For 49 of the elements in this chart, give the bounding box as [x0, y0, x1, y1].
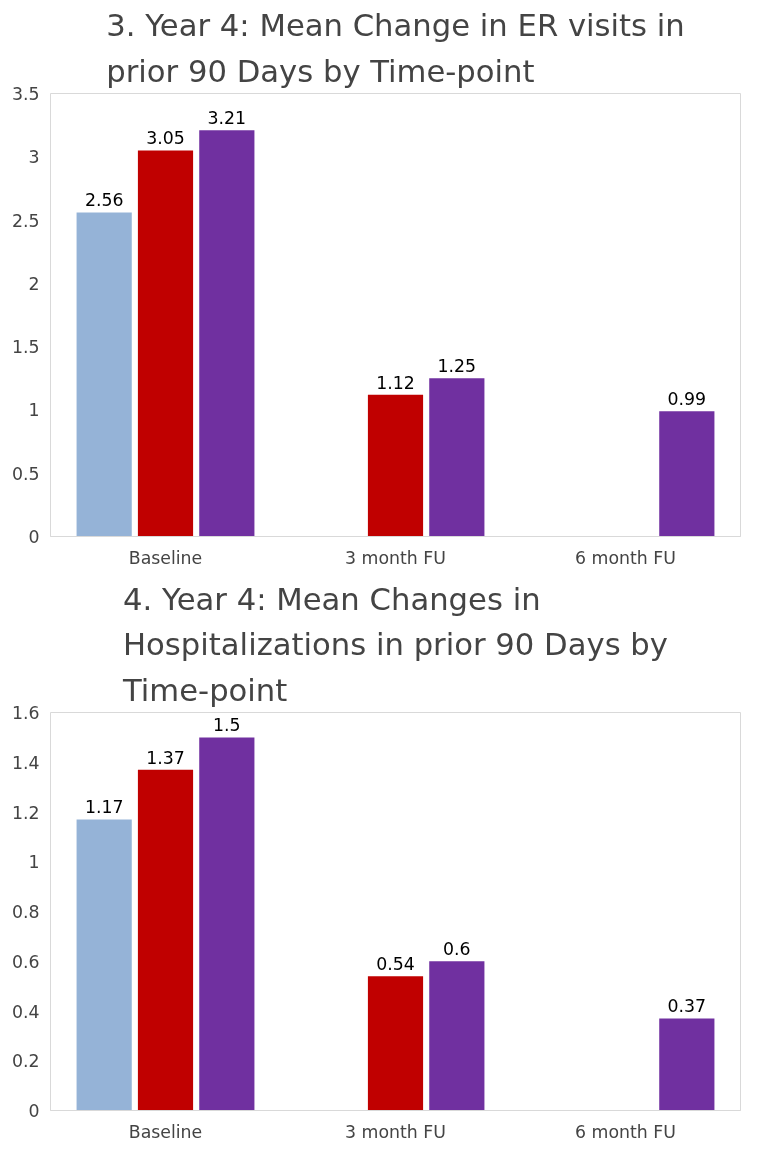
- data-label: 1.5: [213, 715, 241, 736]
- bar: [367, 976, 424, 1111]
- bar: [429, 378, 485, 537]
- y-tick-label: 1: [28, 400, 40, 421]
- y-tick-label: 3: [28, 147, 40, 168]
- data-label: 0.6: [443, 939, 471, 960]
- bar: [137, 150, 194, 537]
- y-tick-label: 0.5: [11, 463, 40, 484]
- data-label: 3.05: [146, 128, 185, 149]
- x-tick-label: Baseline: [128, 547, 203, 568]
- bar: [76, 212, 132, 537]
- y-tick-label: 3.5: [11, 84, 40, 104]
- data-label: 3.21: [207, 108, 247, 129]
- data-label: 0.99: [667, 389, 707, 410]
- data-label: 1.37: [146, 747, 185, 768]
- y-tick-label: 0.2: [11, 1051, 40, 1072]
- y-tick-label: 0.8: [11, 902, 40, 922]
- y-tick-label: 0.6: [11, 951, 40, 972]
- data-label: 0.37: [667, 996, 707, 1017]
- data-label: 2.56: [84, 190, 124, 211]
- chart-title: 3. Year 4: Mean Change in ER visits in prior 90 Days by Time-point: [106, 8, 685, 89]
- y-tick-label: 2.5: [11, 210, 40, 231]
- x-tick-label: 6 month FU: [575, 1121, 676, 1142]
- bar: [367, 394, 424, 537]
- y-tick-label: 0: [28, 1101, 40, 1121]
- data-label: 0.54: [376, 954, 415, 975]
- y-tick-label: 1: [28, 852, 40, 873]
- bar: [659, 411, 715, 537]
- y-tick-label: 2: [28, 273, 40, 294]
- y-tick-label: 0: [28, 527, 40, 547]
- data-label: 1.12: [376, 372, 415, 393]
- x-tick-label: Baseline: [128, 1121, 203, 1142]
- y-tick-label: 1.5: [11, 337, 40, 358]
- y-tick-label: 1.4: [11, 752, 40, 773]
- y-tick-label: 1.6: [11, 703, 40, 723]
- bar: [137, 769, 194, 1111]
- y-tick-label: 1.2: [11, 802, 40, 823]
- y-tick-label: 0.4: [11, 1001, 40, 1022]
- x-tick-label: 6 month FU: [575, 547, 676, 568]
- bar: [76, 819, 132, 1111]
- bar: [199, 130, 255, 537]
- chart-title: 4. Year 4: Mean Changes in Hospitalizations in prior 90 Days by Time-point: [122, 581, 668, 708]
- bar: [429, 961, 485, 1111]
- x-tick-label: 3 month FU: [345, 547, 446, 568]
- data-label: 1.25: [437, 356, 477, 377]
- bar: [199, 737, 255, 1111]
- x-tick-label: 3 month FU: [345, 1121, 446, 1142]
- bar: [659, 1018, 715, 1111]
- data-label: 1.17: [84, 797, 124, 818]
